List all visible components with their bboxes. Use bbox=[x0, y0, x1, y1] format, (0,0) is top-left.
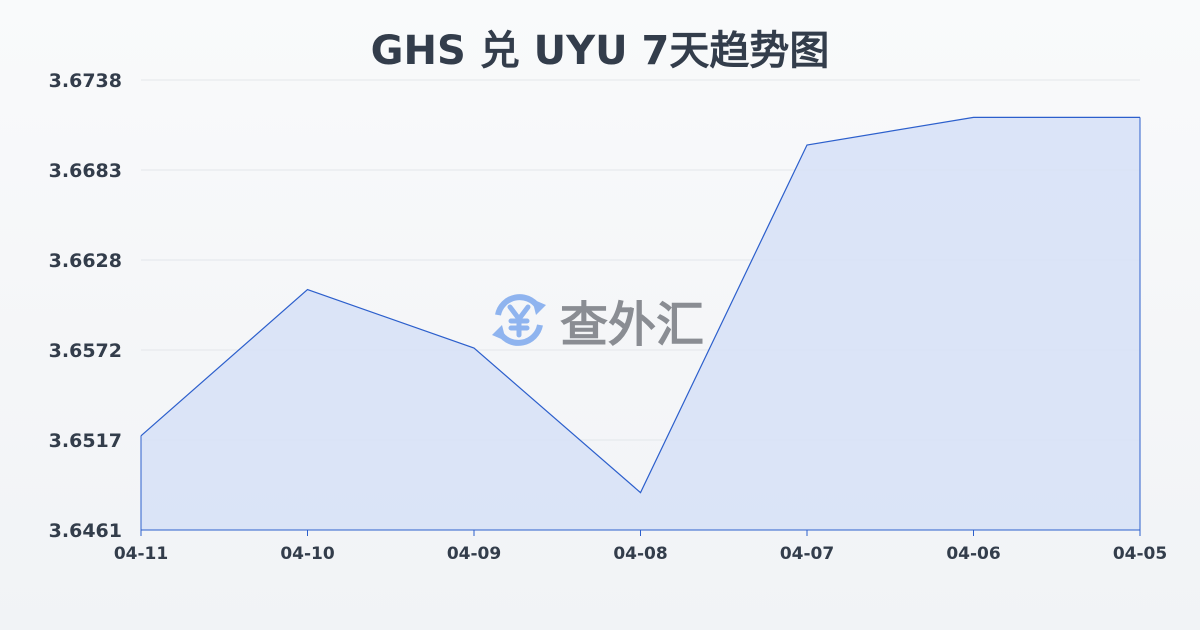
y-tick-label: 3.6572 bbox=[49, 340, 122, 362]
yen-exchange-icon bbox=[492, 294, 546, 346]
y-tick-label: 3.6461 bbox=[49, 520, 122, 542]
x-tick-label: 04-08 bbox=[613, 544, 667, 564]
x-tick-label: 04-07 bbox=[780, 544, 834, 564]
x-tick-label: 04-11 bbox=[114, 544, 168, 564]
y-tick-label: 3.6738 bbox=[49, 70, 122, 92]
x-tick-label: 04-06 bbox=[946, 544, 1000, 564]
x-tick-label: 04-09 bbox=[447, 544, 501, 564]
chart-title: GHS 兑 UYU 7天趋势图 bbox=[370, 28, 830, 74]
x-tick-label: 04-05 bbox=[1113, 544, 1167, 564]
watermark: 查外汇 bbox=[488, 285, 704, 355]
y-tick-label: 3.6683 bbox=[49, 160, 122, 182]
area-fill bbox=[141, 117, 1140, 530]
x-tick-label: 04-10 bbox=[280, 544, 335, 564]
y-tick-label: 3.6628 bbox=[49, 250, 122, 272]
watermark-text: 查外汇 bbox=[560, 297, 705, 353]
y-tick-label: 3.6517 bbox=[49, 430, 122, 452]
